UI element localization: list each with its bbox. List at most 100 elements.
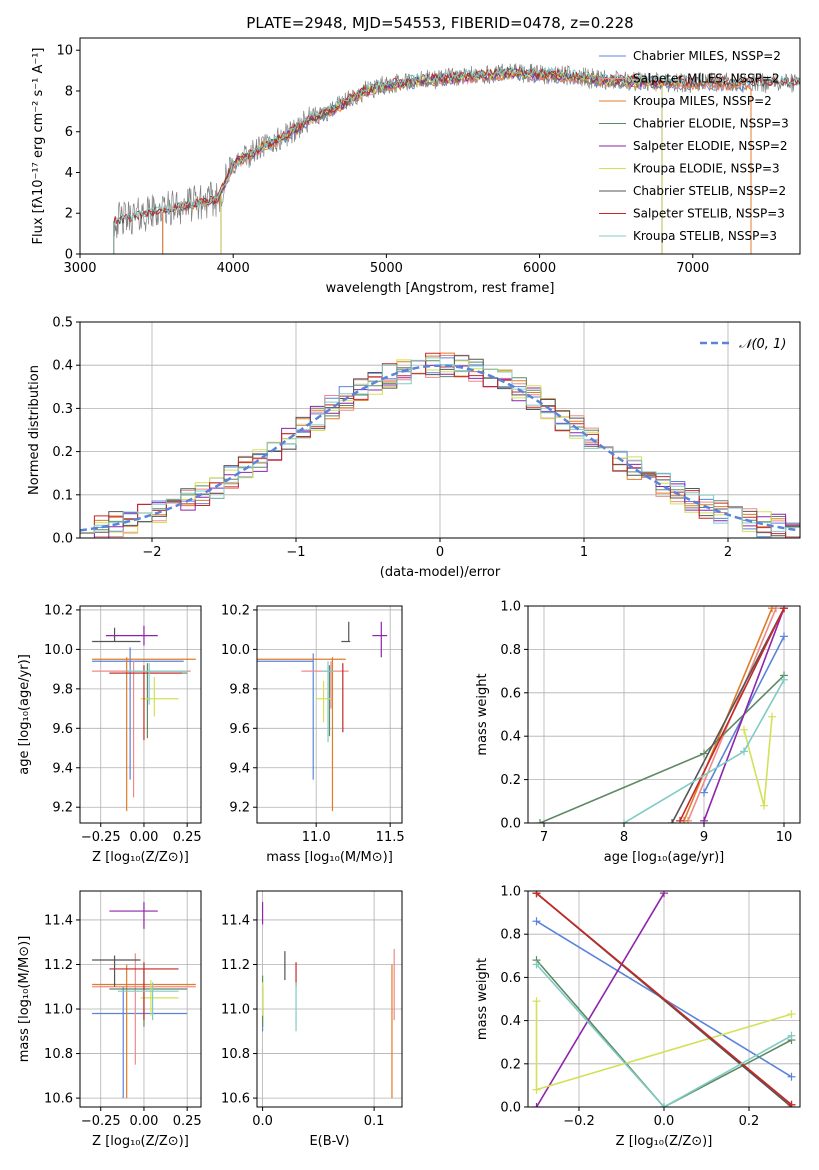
y-tick-label: 0.8 [500,643,521,658]
x-tick-label: 5000 [370,261,403,276]
legend-label: Chabrier STELIB, NSSP=2 [633,184,786,198]
y-tick-label: 2 [65,207,73,222]
weight-line-9 [535,963,792,1107]
y-tick-label: 11.4 [221,913,250,928]
weight-point [700,749,708,758]
weight-point [768,712,776,721]
y-tick-label: 11.0 [221,1003,250,1018]
x-tick-label: 2 [724,545,732,560]
weight-point [532,1085,541,1094]
y-tick-label: 9.2 [229,801,250,816]
y-axis-label: Flux [fλ10⁻¹⁷ erg cm⁻² s⁻¹ A⁻¹] [31,48,46,245]
y-tick-label: 9.6 [229,722,250,737]
error-bar-2 [92,661,191,798]
legend-label: Kroupa STELIB, NSSP=3 [633,229,777,243]
x-tick-label: 0.25 [173,1114,202,1129]
error-bar-5 [372,621,388,658]
y-tick-label: 8 [65,84,73,99]
legend: Chabrier MILES, NSSP=2 Salpeter MILES, NS… [599,49,789,243]
axes-border [256,890,403,1108]
x-tick-label: 6000 [523,261,556,276]
legend-label: Kroupa MILES, NSSP=2 [633,94,772,108]
x-tick-label: 7 [540,830,548,845]
weight-line-5 [703,607,785,822]
error-bar-6 [316,680,331,723]
error-bar-1 [92,986,188,1099]
x-tick-label: 9 [700,830,708,845]
x-tick-label: 0.0 [654,1114,675,1129]
weight-point [676,816,684,823]
weight-point [740,725,748,734]
y-axis-label: age [log₁₀(age/yr)] [17,654,32,775]
x-tick-label: 3000 [63,261,96,276]
plot-area [80,352,800,538]
error-bar-8 [109,665,182,741]
plot-area [536,606,788,823]
x-tick-label: 8 [620,830,628,845]
weight-point [536,819,544,823]
plot-area [113,63,800,254]
y-axis-label: mass weight [475,958,490,1040]
x-tick-label: 1 [580,545,588,560]
y-tick-label: 10.8 [44,1047,73,1062]
weight-line-8 [679,607,785,822]
x-tick-label: 0.2 [739,1114,760,1129]
error-bar-6 [140,980,179,1016]
weight-point [780,675,788,684]
axes-border [256,605,403,824]
histogram-7 [80,355,800,537]
x-tick-label: −2 [142,545,161,560]
error-bar-1 [92,647,184,780]
x-axis-label: Z [log₁₀(Z/Z⊙)] [92,850,189,865]
y-tick-label: 11.2 [44,958,73,973]
axes-frame: −0.25 0.00 0.25 10.6 10.8 11.0 11.2 11.4 Z [log₁… [17,890,202,1149]
error-bar-5 [109,902,158,929]
y-tick-label: 4 [65,166,73,181]
x-axis-label: mass [log₁₀(M/M⊙)] [266,850,393,865]
y-tick-label: 0.4 [52,359,73,374]
weight-point [660,891,668,898]
y-tick-label: 0.5 [52,316,73,331]
data-spectrum [113,63,800,254]
plot-area [257,621,388,812]
y-tick-label: 9.2 [52,801,73,816]
weight-point [768,606,776,613]
y-tick-label: 0.6 [500,971,521,986]
x-tick-label: 0.1 [364,1114,385,1129]
panel-7: 0.0 0.1 10.6 10.8 11.0 11.2 11.4 E(B-V) [221,890,403,1149]
plot-area [92,902,196,1099]
y-tick-label: 0.3 [52,402,73,417]
model-spectrum-5 [220,67,663,254]
x-tick-label: 0 [436,545,444,560]
weight-point [532,917,541,926]
error-bar-3 [257,657,346,812]
y-tick-label: 0.0 [500,817,521,832]
y-axis-label: mass [log₁₀(M/M⊙)] [17,936,32,1063]
panel-2: −2 −1 0 1 2 0.0 0.1 0.2 0.3 0.4 0.5 (data-model)/er… [27,316,801,580]
x-tick-label: 0.00 [129,830,158,845]
legend-label: Salpeter STELIB, NSSP=3 [633,207,785,221]
legend-label: Salpeter MILES, NSSP=2 [633,72,780,86]
model-spectrum-6 [220,68,663,254]
panel-6: −0.25 0.00 0.25 10.6 10.8 11.0 11.2 11.4 Z [log₁… [17,890,202,1149]
y-tick-label: 10.6 [221,1092,250,1107]
weight-point [760,801,768,810]
x-tick-label: 4000 [217,261,250,276]
axes-frame: −0.2 0.0 0.2 0.0 0.2 0.4 0.6 0.8 1.0 Z [log₁₀(Z/Z… [475,885,801,1149]
axes-frame: −0.25 0.00 0.25 9.2 9.4 9.6 9.8 10.0 10.2 Z [log₁… [17,603,202,865]
legend: 𝒩(0, 1) [700,337,786,352]
y-tick-label: 9.8 [52,682,73,697]
weight-point [532,891,541,898]
weight-point [780,606,788,613]
x-tick-label: 0.0 [252,1114,273,1129]
weight-line-4 [535,959,792,1107]
error-bar-7 [341,621,351,643]
weight-point [532,1103,541,1107]
weight-line-7 [671,607,785,823]
y-tick-label: 10.0 [221,643,250,658]
panel-3: −0.25 0.00 0.25 9.2 9.4 9.6 9.8 10.0 10.2 Z [log₁… [17,603,202,865]
x-tick-label: 0.25 [173,830,202,845]
x-axis-label: age [log₁₀(age/yr)] [604,850,725,865]
y-tick-label: 11.4 [44,913,73,928]
